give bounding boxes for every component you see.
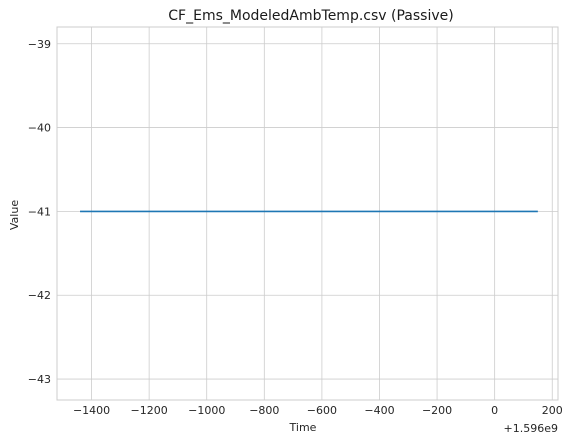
x-tick-label: −1200 <box>131 404 168 417</box>
x-tick-label: −400 <box>364 404 394 417</box>
x-tick-label: −600 <box>307 404 337 417</box>
x-offset-label: +1.596e9 <box>504 422 558 435</box>
y-tick-label: −39 <box>28 38 51 51</box>
chart-title: CF_Ems_ModeledAmbTemp.csv (Passive) <box>168 8 453 24</box>
tick-labels: −1400 −1200 −1000 −800 −600 −400 −200 0 200 −43 −4… <box>28 38 563 417</box>
y-tick-label: −43 <box>28 373 51 386</box>
y-tick-label: −42 <box>28 289 51 302</box>
x-tick-label: 0 <box>491 404 498 417</box>
x-tick-label: −200 <box>422 404 452 417</box>
x-tick-label: −1000 <box>188 404 225 417</box>
y-tick-label: −41 <box>28 205 51 218</box>
x-tick-label: −800 <box>249 404 279 417</box>
plot-frame <box>56 26 559 401</box>
grid <box>57 27 558 400</box>
y-tick-label: −40 <box>28 122 51 135</box>
x-tick-label: 200 <box>542 404 563 417</box>
x-tick-label: −1400 <box>73 404 110 417</box>
y-axis-label: Value <box>8 200 21 230</box>
x-axis-label: Time <box>289 421 317 434</box>
